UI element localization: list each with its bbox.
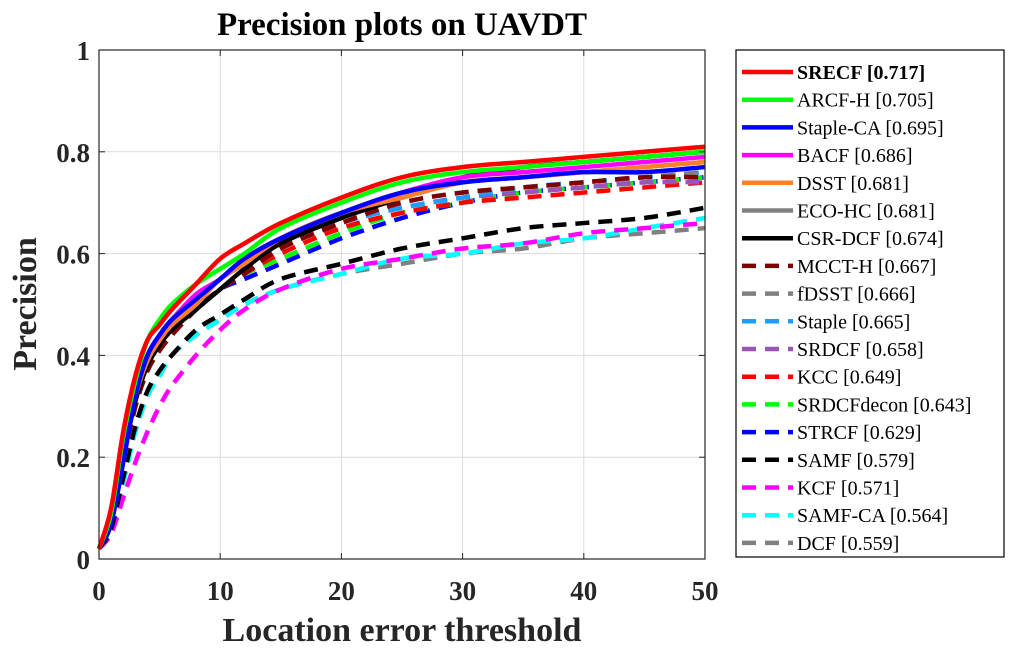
x-tick-label: 30 (449, 576, 476, 606)
series-line-15 (97, 220, 706, 551)
legend-entry-label: SRDCFdecon [0.643] (797, 394, 971, 416)
legend-entry-label: SAMF-CA [0.564] (797, 505, 948, 527)
x-tick-label: 50 (692, 576, 719, 606)
series-line-0 (96, 144, 706, 550)
x-tick-label: 20 (328, 576, 355, 606)
legend-box (735, 49, 1005, 558)
grid-lines (98, 49, 706, 560)
legend-entry-label: ARCF-H [0.705] (797, 90, 934, 112)
legend-entry-label: ECO-HC [0.681] (797, 201, 935, 223)
legend-entry-label: Staple [0.665] (797, 311, 910, 333)
series-lines (96, 144, 706, 551)
legend-entry-label: CSR-DCF [0.674] (797, 228, 944, 250)
legend-entry-label: BACF [0.686] (797, 145, 913, 167)
legend-entry-label: SRECF [0.717] (797, 62, 925, 84)
y-tick-label: 0.8 (56, 138, 90, 168)
y-tick-label: 1 (77, 36, 91, 66)
chart-title: Precision plots on UAVDT (217, 7, 587, 43)
x-axis-label: Location error threshold (223, 612, 582, 649)
legend-entry-label: MCCT-H [0.667] (797, 256, 936, 278)
legend-entry-label: fDSST [0.666] (797, 284, 916, 306)
legend-entry-label: STRCF [0.629] (797, 422, 921, 444)
y-tick-label: 0.6 (56, 240, 90, 270)
legend-entry-label: SAMF [0.579] (797, 450, 915, 472)
x-tick-label: 0 (92, 576, 106, 606)
y-tick-label: 0 (77, 545, 91, 575)
series-line-2 (96, 164, 706, 550)
legend-entry-label: KCF [0.571] (797, 478, 899, 500)
series-line-14 (97, 205, 706, 551)
legend-entry-label: DSST [0.681] (797, 173, 909, 195)
legend-entry-label: DCF [0.559] (797, 533, 899, 555)
legend-entry-label: SRDCF [0.658] (797, 339, 924, 361)
y-axis-label: Precision (7, 237, 44, 371)
axis-ticks: 0 10 20 30 40 50 0 0.2 0.4 0.6 0.8 1 (56, 36, 718, 606)
legend-entry-label: Staple-CA [0.695] (797, 117, 944, 139)
x-tick-label: 10 (207, 576, 234, 606)
x-tick-label: 40 (570, 576, 597, 606)
y-tick-label: 0.4 (56, 341, 90, 371)
plot-frame (98, 49, 706, 560)
legend-entry-label: KCC [0.649] (797, 367, 901, 389)
y-tick-label: 0.2 (56, 443, 90, 473)
legend: SRECF [0.717] ARCF-H [0.705] Staple-CA [0.… (742, 62, 971, 555)
